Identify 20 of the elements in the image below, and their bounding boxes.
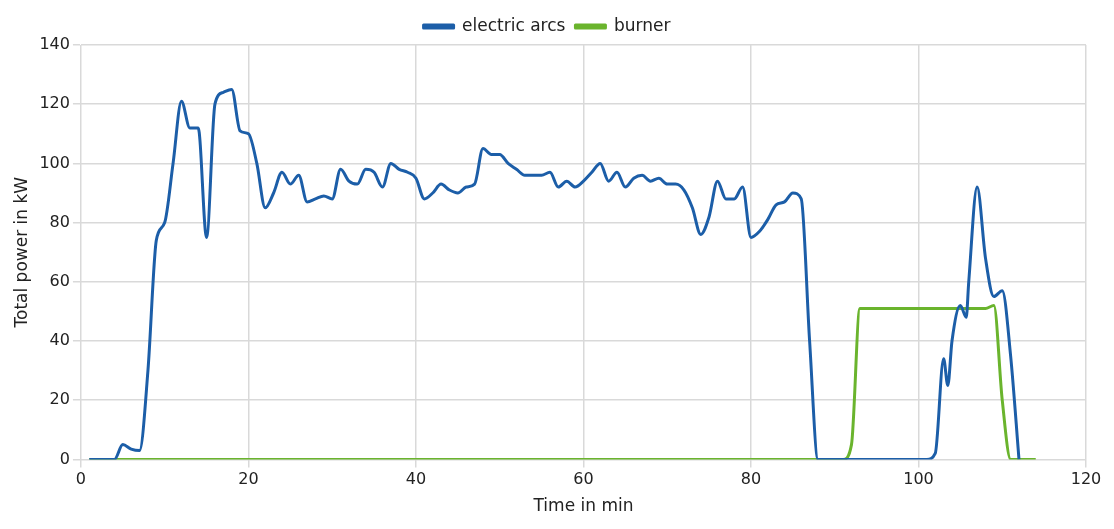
y-axis-title: Total power in kW [10,176,31,329]
legend-label: electric arcs [462,14,566,35]
y-tick-label: 0 [59,448,70,468]
x-axis-title: Time in min [532,495,634,516]
x-tick-label: 40 [405,469,427,489]
y-tick-label: 140 [39,34,70,54]
x-tick-label: 120 [1070,469,1102,489]
y-tick-label: 100 [39,152,70,172]
x-tick-label: 0 [75,469,87,489]
line-series [87,87,1021,460]
y-tick-label: 80 [49,211,70,231]
x-tick-label: 100 [903,469,934,489]
y-tick-label: 120 [39,93,70,113]
y-tick-label: 20 [49,389,70,409]
y-tick-label: 60 [49,270,70,290]
legend-label: burner [613,14,671,35]
x-tick-label: 20 [238,469,259,489]
x-tick-label: 60 [573,469,594,489]
x-tick-label: 80 [740,469,762,489]
y-tick-label: 40 [49,330,70,350]
